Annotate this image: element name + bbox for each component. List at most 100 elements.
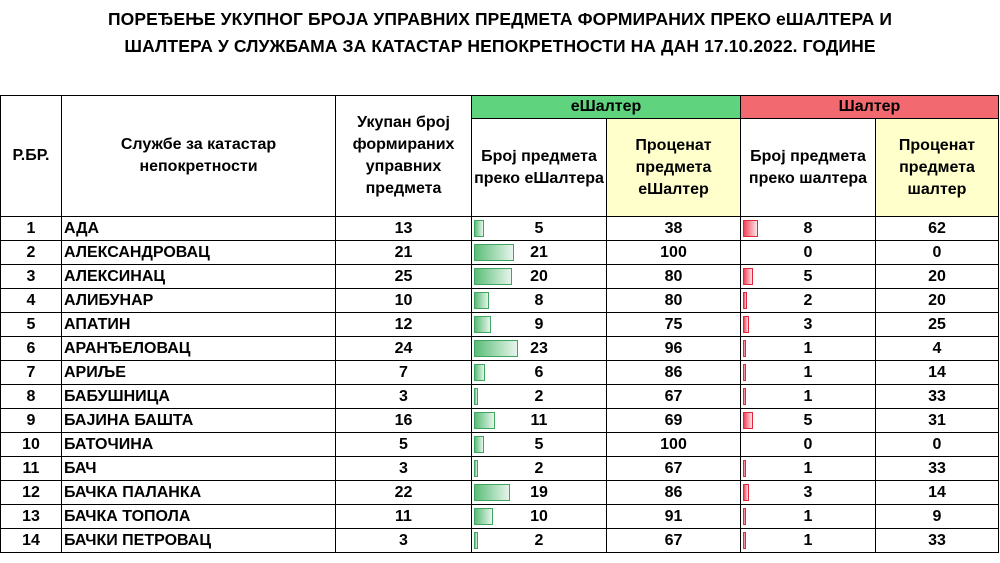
row-number-value: 14	[22, 532, 40, 549]
total-count-value: 22	[394, 484, 413, 501]
row-number-value: 3	[26, 268, 36, 285]
eshalter-percent: 80	[606, 288, 741, 313]
eshalter-count-value: 23	[530, 340, 548, 357]
comparison-table: Р.БР. Службе за катастар непокретности У…	[0, 95, 999, 553]
header-s-pct: Проценат предмета шалтер	[875, 118, 999, 217]
total-count: 22	[335, 480, 472, 505]
shalter-percent: 4	[875, 336, 999, 361]
eshalter-data-bar	[474, 340, 518, 357]
shalter-count-value: 1	[803, 508, 813, 525]
header-e-pct: Проценат предмета еШалтер	[606, 118, 741, 217]
row-number-value: 5	[26, 316, 36, 333]
shalter-percent: 0	[875, 240, 999, 265]
eshalter-data-bar	[474, 532, 478, 549]
shalter-data-bar	[743, 508, 746, 525]
table-row: 1 АДА 13 5 38 8 62	[0, 216, 999, 241]
eshalter-data-bar	[474, 484, 510, 501]
page-title: ПОРЕЂЕЊЕ УКУПНОГ БРОЈА УПРАВНИХ ПРЕДМЕТА…	[0, 6, 1000, 60]
row-number-value: 13	[22, 508, 40, 525]
shalter-count: 1	[740, 384, 876, 409]
office-name-value: БАЈИНА БАШТА	[64, 412, 194, 429]
eshalter-count: 21	[471, 240, 607, 265]
eshalter-data-bar	[474, 316, 491, 333]
eshalter-data-bar	[474, 460, 478, 477]
total-count: 5	[335, 432, 472, 457]
shalter-percent: 14	[875, 360, 999, 385]
title-line-2: ШАЛТЕРА У СЛУЖБАМА ЗА КАТАСТАР НЕПОКРЕТН…	[124, 36, 876, 56]
office-name-value: АРИЉЕ	[64, 364, 126, 381]
shalter-count-value: 1	[803, 460, 813, 477]
row-number: 2	[0, 240, 62, 265]
eshalter-count: 2	[471, 528, 607, 553]
eshalter-data-bar	[474, 268, 512, 285]
shalter-count-value: 2	[803, 292, 813, 309]
eshalter-percent: 67	[606, 456, 741, 481]
office-name-value: БАТОЧИНА	[64, 436, 154, 453]
header-s-count: Број предмета преко шалтера	[740, 118, 876, 217]
eshalter-count: 23	[471, 336, 607, 361]
shalter-percent-value: 25	[928, 316, 946, 333]
office-name-value: АПАТИН	[64, 316, 131, 333]
total-count-value: 21	[394, 244, 413, 261]
shalter-percent: 20	[875, 288, 999, 313]
shalter-data-bar	[743, 340, 746, 357]
eshalter-data-bar	[474, 436, 484, 453]
total-count: 21	[335, 240, 472, 265]
eshalter-percent-value: 67	[664, 532, 683, 549]
shalter-count: 3	[740, 480, 876, 505]
total-count-value: 10	[394, 292, 413, 309]
shalter-percent-value: 9	[932, 508, 942, 525]
row-number: 14	[0, 528, 62, 553]
office-name: АЛЕКСАНДРОВАЦ	[61, 240, 336, 265]
shalter-percent-value: 33	[928, 532, 946, 549]
shalter-count: 0	[740, 240, 876, 265]
office-name: БАЧКА ПАЛАНКА	[61, 480, 336, 505]
shalter-count-value: 1	[803, 340, 813, 357]
shalter-count: 2	[740, 288, 876, 313]
office-name-value: АЛЕКСАНДРОВАЦ	[64, 244, 210, 261]
eshalter-percent-value: 38	[664, 220, 683, 237]
shalter-count: 5	[740, 408, 876, 433]
row-number-value: 7	[26, 364, 36, 381]
table-row: 3 АЛЕКСИНАЦ 25 20 80 5 20	[0, 264, 999, 289]
eshalter-percent-value: 100	[660, 436, 687, 453]
eshalter-percent-value: 69	[664, 412, 683, 429]
shalter-percent-value: 20	[928, 292, 946, 309]
eshalter-count-value: 5	[534, 220, 544, 237]
row-number-value: 10	[22, 436, 40, 453]
total-count-value: 3	[399, 460, 408, 477]
total-count: 3	[335, 456, 472, 481]
row-number: 9	[0, 408, 62, 433]
shalter-data-bar	[743, 388, 746, 405]
office-name-value: АРАНЂЕЛОВАЦ	[64, 340, 191, 357]
total-count-value: 24	[394, 340, 413, 357]
total-count-value: 25	[394, 268, 413, 285]
eshalter-percent: 100	[606, 240, 741, 265]
shalter-percent: 62	[875, 216, 999, 241]
row-number: 4	[0, 288, 62, 313]
eshalter-count-value: 10	[530, 508, 548, 525]
table-row: 9 БАЈИНА БАШТА 16 11 69 5 31	[0, 408, 999, 433]
table-row: 2 АЛЕКСАНДРОВАЦ 21 21 100 0 0	[0, 240, 999, 265]
eshalter-count: 11	[471, 408, 607, 433]
eshalter-percent-value: 80	[664, 268, 683, 285]
office-name: АЛИБУНАР	[61, 288, 336, 313]
eshalter-percent-value: 100	[660, 244, 687, 261]
shalter-data-bar	[743, 364, 746, 381]
eshalter-data-bar	[474, 388, 478, 405]
shalter-count: 1	[740, 336, 876, 361]
shalter-count-value: 1	[803, 532, 813, 549]
row-number: 7	[0, 360, 62, 385]
eshalter-percent-value: 86	[664, 484, 683, 501]
eshalter-count: 2	[471, 384, 607, 409]
eshalter-count-value: 11	[530, 412, 548, 429]
eshalter-percent-value: 67	[664, 388, 683, 405]
office-name: БАЈИНА БАШТА	[61, 408, 336, 433]
total-count: 13	[335, 216, 472, 241]
eshalter-count: 19	[471, 480, 607, 505]
shalter-percent-value: 33	[928, 388, 946, 405]
eshalter-percent-value: 75	[664, 316, 683, 333]
eshalter-count: 9	[471, 312, 607, 337]
row-number-value: 11	[22, 460, 40, 477]
office-name: АЛЕКСИНАЦ	[61, 264, 336, 289]
